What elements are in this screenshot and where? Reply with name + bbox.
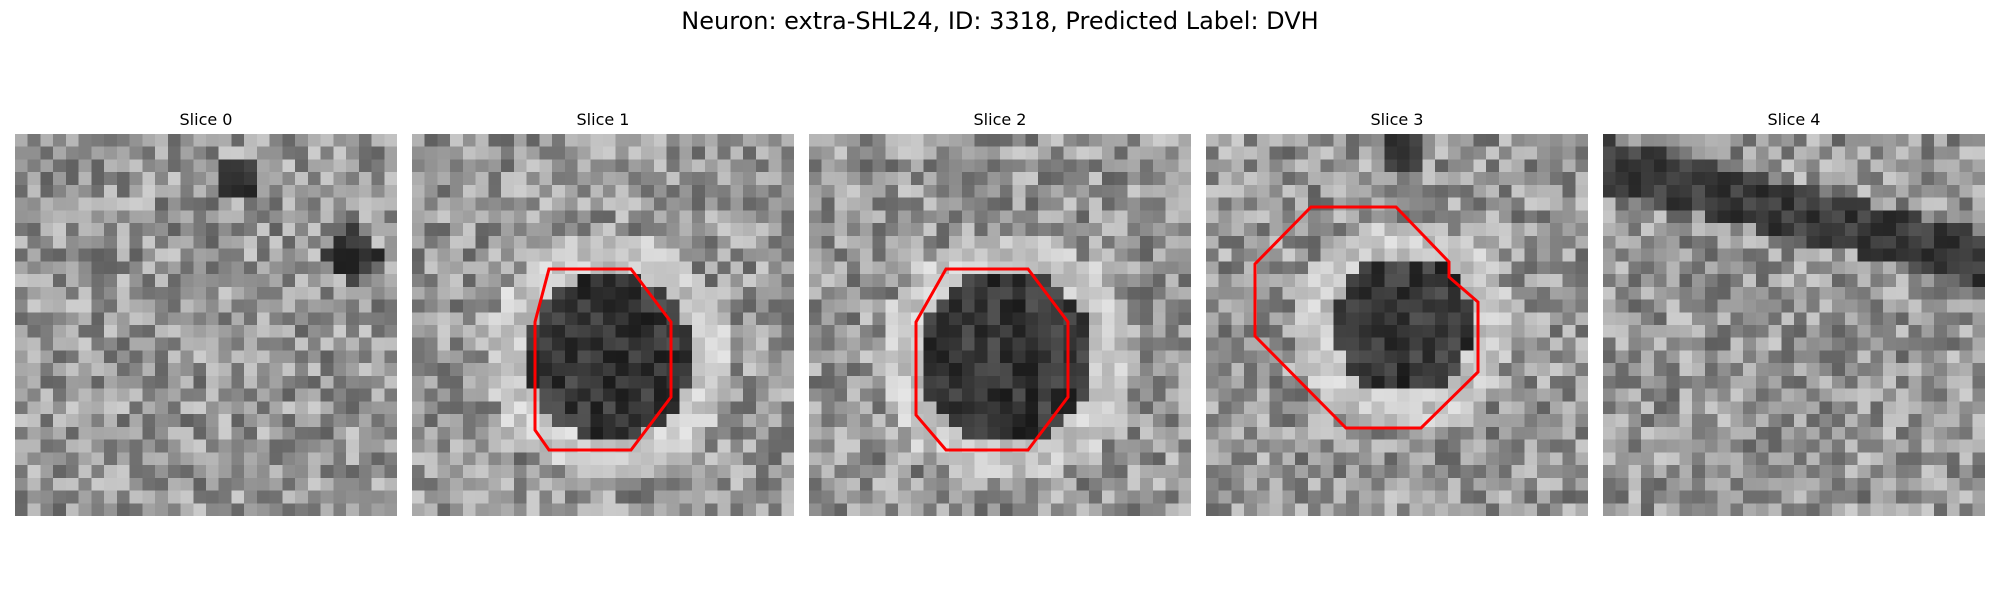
slice-1-image	[412, 134, 794, 516]
slice-0-pixels	[15, 134, 397, 516]
figure-title: Neuron: extra-SHL24, ID: 3318, Predicted…	[681, 7, 1319, 35]
slice-1-title: Slice 1	[576, 110, 630, 129]
slice-2-image	[809, 134, 1191, 516]
cell-outline-polygon	[1253, 205, 1480, 430]
slice-3-image	[1206, 134, 1588, 516]
cell-outline-polygon	[533, 267, 673, 452]
slice-1-outline	[533, 267, 673, 452]
slice-3-title: Slice 3	[1370, 110, 1424, 129]
slice-4-title: Slice 4	[1767, 110, 1821, 129]
slice-4-pixels	[1603, 134, 1985, 516]
slice-4-image	[1603, 134, 1985, 516]
slice-2-title: Slice 2	[973, 110, 1027, 129]
slice-2-pixels	[809, 134, 1191, 516]
slice-2-outline	[914, 267, 1070, 452]
slice-3-pixels	[1206, 134, 1588, 516]
slice-0-title: Slice 0	[179, 110, 233, 129]
cell-outline-polygon	[914, 267, 1070, 452]
slice-1-pixels	[412, 134, 794, 516]
slice-3-outline	[1253, 205, 1480, 430]
slice-0-image	[15, 134, 397, 516]
